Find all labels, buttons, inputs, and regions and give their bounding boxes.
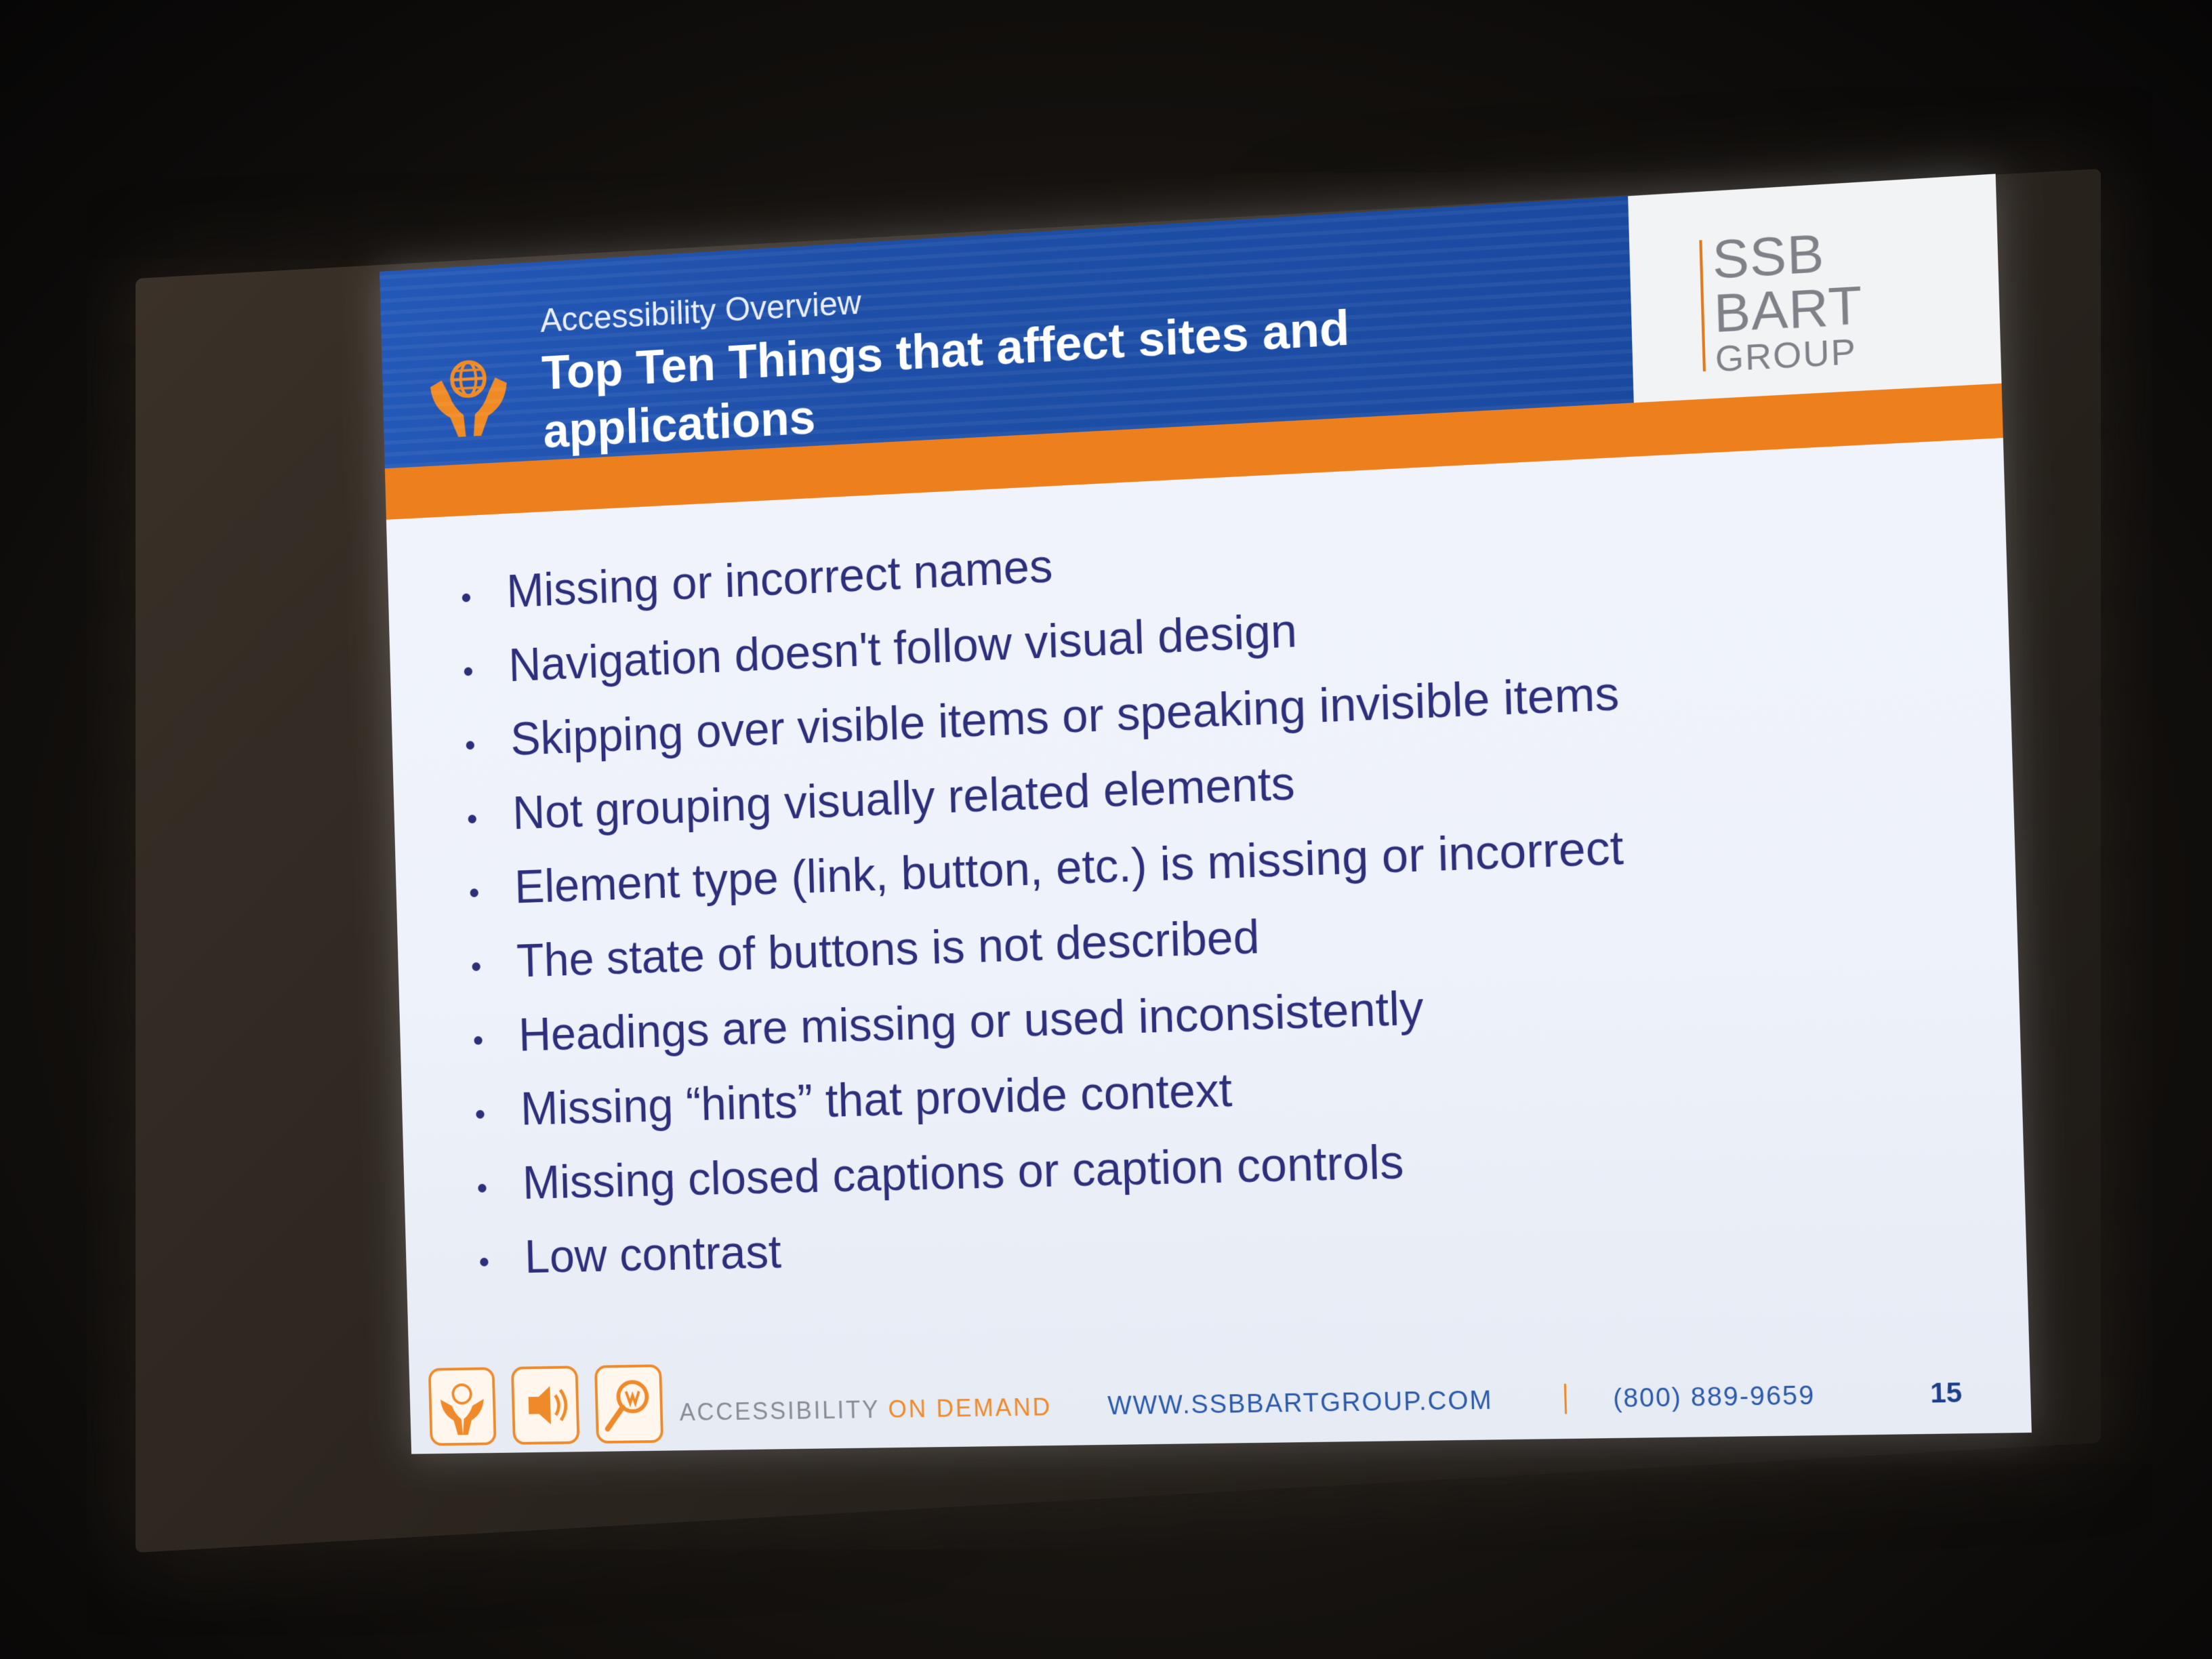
logo-accent-bar	[1699, 240, 1706, 371]
bullet-list: Missing or incorrect names Navigation do…	[457, 500, 1636, 1294]
footer-tagline-suffix: ON DEMAND	[888, 1393, 1052, 1422]
page-number: 15	[1930, 1378, 1963, 1410]
company-logo: SSB BART GROUP	[1628, 174, 2001, 403]
logo-line-group: GROUP	[1715, 333, 1864, 377]
footer-url: WWW.SSBBARTGROUP.COM	[1107, 1386, 1493, 1421]
magnifier-icon	[594, 1364, 663, 1443]
slide-subtitle: Accessibility Overview	[539, 283, 861, 340]
footer-tagline: ACCESSIBILITY ON DEMAND	[679, 1393, 1052, 1427]
logo-text: SSB BART GROUP	[1712, 224, 1864, 377]
speaker-icon	[511, 1366, 579, 1445]
logo-line-bart: BART	[1713, 278, 1864, 340]
footer-hands-icon	[428, 1367, 497, 1446]
footer-tagline-prefix: ACCESSIBILITY	[679, 1395, 888, 1426]
presentation-slide: Accessibility Overview Top Ten Things th…	[380, 174, 2032, 1454]
footer-separator	[1564, 1384, 1567, 1414]
hands-globe-icon	[419, 343, 518, 447]
footer-phone: (800) 889-9659	[1613, 1381, 1816, 1414]
